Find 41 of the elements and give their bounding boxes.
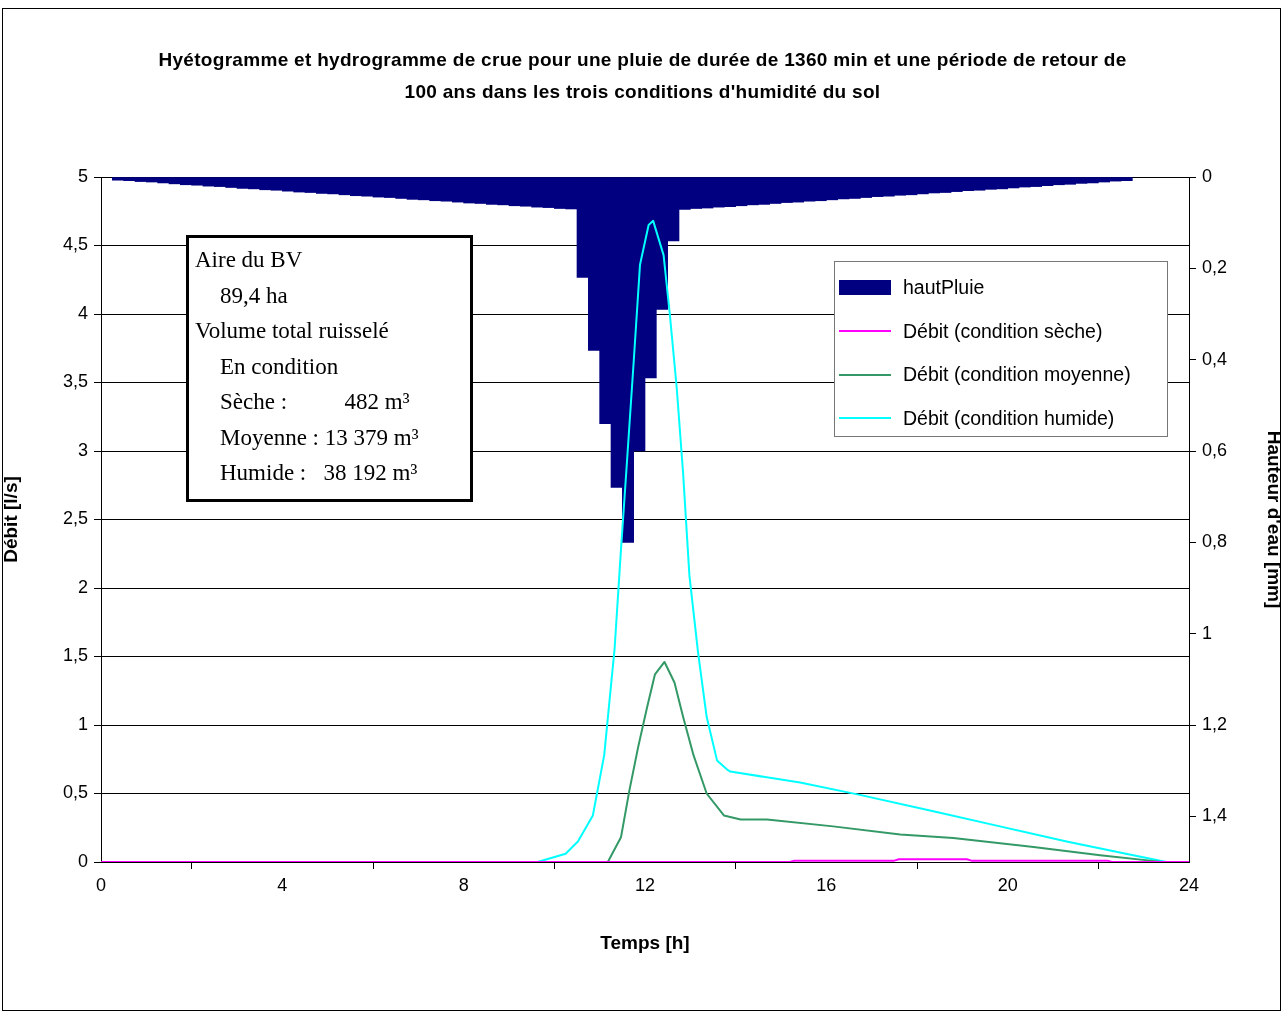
y-tick-label: 1,5 [62, 645, 88, 666]
y2-tick-label: 0,8 [1202, 531, 1228, 552]
y-tick-label: 3 [77, 439, 88, 460]
annotation: Volume total ruisselé [195, 317, 390, 345]
annotation: 89,4 ha [219, 281, 289, 310]
legend-label: Débit (condition moyenne) [903, 363, 1131, 387]
legend-label: hautPluie [903, 276, 985, 300]
x-tick-label: 8 [458, 874, 469, 895]
annotation: Sèche : 482 m³ [219, 388, 411, 416]
y2-tick-label: 1,2 [1202, 713, 1228, 734]
annotation: Humide : 38 192 m³ [219, 459, 419, 487]
x-tick-label: 20 [997, 874, 1018, 895]
y2-axis-title: Hauteur d'eau [mm] [1264, 430, 1285, 609]
y-tick-label: 3,5 [62, 371, 88, 392]
annotation: Aire du BV [195, 246, 304, 274]
y2-tick-label: 0,4 [1202, 348, 1228, 369]
y2-tick-label: 1,4 [1202, 805, 1228, 826]
y-tick-label: 5 [77, 165, 88, 186]
annotation: En condition [219, 352, 340, 381]
y-tick-label: 0,5 [62, 782, 88, 803]
legend-label: Débit (condition humide) [903, 406, 1115, 430]
y-tick-label: 2,5 [62, 508, 88, 529]
y-tick-label: 4,5 [62, 234, 88, 255]
x-tick-label: 16 [816, 874, 837, 895]
x-tick-label: 24 [1178, 874, 1200, 895]
y2-tick-label: 1 [1202, 622, 1213, 643]
chart-title: Hyétogramme et hydrogramme de crue pour une pluie de durée de 1360 min et une période de retour de 100 ans dans les trois conditions d'humidité du sol [157, 48, 1128, 104]
y-tick-label: 2 [77, 576, 88, 597]
y2-tick-label: 0,2 [1202, 257, 1228, 278]
x-tick-label: 12 [634, 874, 656, 895]
y-axis-title: Débit [l/s] [0, 476, 21, 563]
y-tick-label: 1 [77, 713, 88, 734]
legend-label: Débit (condition sèche) [903, 319, 1103, 343]
x-axis-title: Temps [h] [600, 931, 690, 953]
y-tick-label: 0 [77, 850, 88, 871]
y-tick-label: 4 [77, 302, 88, 323]
y2-tick-label: 0,6 [1202, 439, 1228, 460]
x-tick-label: 4 [277, 874, 288, 895]
x-tick-label: 0 [95, 874, 107, 895]
y2-tick-label: 0 [1202, 165, 1213, 186]
annotation: Moyenne : 13 379 m³ [219, 423, 420, 452]
